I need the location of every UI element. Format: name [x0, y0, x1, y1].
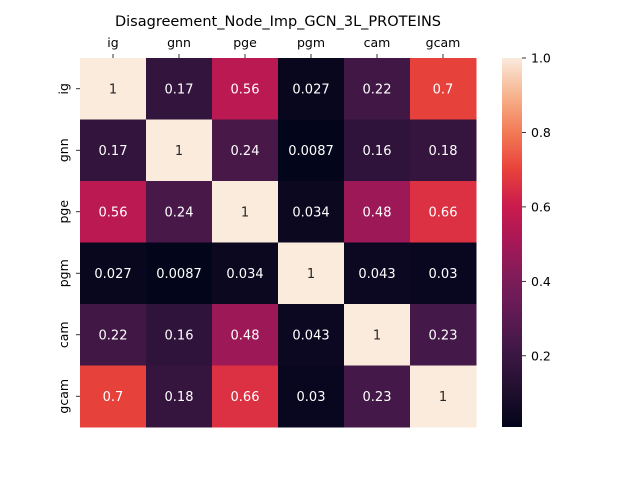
heatmap-cell-gnn-gnn: [146, 119, 213, 182]
heatmap-cell-pgm-pgm: [278, 242, 345, 305]
cell-annotation: 0.66: [231, 390, 260, 405]
chart-title: Disagreement_Node_Imp_GCN_3L_PROTEINS: [115, 14, 441, 30]
y-tick-label-ig: ig: [56, 83, 71, 94]
colorbar-gradient: [502, 58, 522, 427]
y-tick-label-gnn: gnn: [56, 138, 71, 162]
cell-annotation: 0.56: [99, 205, 128, 220]
x-tick-label-cam: cam: [364, 35, 391, 50]
cell-annotation: 0.66: [429, 205, 458, 220]
colorbar-tick-label: 0.8: [531, 125, 551, 140]
heatmap-cell-gcam-cam: [344, 365, 411, 428]
x-tick-label-gnn: gnn: [167, 35, 191, 50]
cell-annotation: 0.48: [231, 328, 260, 343]
cell-annotation: 0.23: [429, 328, 458, 343]
heatmap-cell-pgm-pge: [212, 242, 279, 305]
cell-annotation: 1: [175, 144, 183, 159]
colorbar: 0.2 0.4 0.6 0.8 1.0: [502, 51, 551, 427]
heatmap-cell-pge-ig: [80, 181, 147, 243]
cell-annotation: 0.027: [292, 82, 329, 97]
cell-annotation: 0.034: [292, 205, 329, 220]
heatmap-cell-ig-pge: [212, 58, 279, 120]
cell-annotation: 0.027: [94, 267, 131, 282]
heatmap-cell-cam-gnn: [146, 304, 213, 366]
x-axis-ticks: ig gnn pge pgm cam gcam: [107, 35, 460, 58]
colorbar-tick-label: 0.2: [531, 348, 551, 363]
heatmap-cell-ig-gnn: [146, 58, 213, 120]
y-tick-label-gcam: gcam: [56, 379, 71, 414]
heatmap-cell-pge-gcam: [410, 181, 477, 243]
heatmap-cell-cam-gcam: [410, 304, 477, 366]
heatmap-cell-cam-cam: [344, 304, 411, 366]
cell-annotation: 0.034: [226, 267, 263, 282]
x-tick-label-gcam: gcam: [426, 35, 461, 50]
cell-annotation: 0.18: [429, 144, 458, 159]
heatmap-cell-cam-pgm: [278, 304, 345, 366]
cell-annotation: 1: [241, 205, 249, 220]
cell-annotation: 0.7: [103, 390, 124, 405]
cell-annotation: 1: [109, 82, 117, 97]
cell-annotation: 1: [439, 390, 447, 405]
heatmap-cell-gcam-gnn: [146, 365, 213, 428]
y-axis-ticks: ig gnn pge pgm cam gcam: [56, 83, 80, 414]
heatmap-cell-ig-ig: [80, 58, 147, 120]
cell-annotation: 0.22: [99, 328, 128, 343]
cell-annotation: 0.0087: [288, 144, 334, 159]
heatmap-cells: 1 0.17 0.56 0.027 0.22 0.7 0.17 1 0.24 0.0087 0.16…: [80, 58, 477, 428]
heatmap-cell-pge-pgm: [278, 181, 345, 243]
y-tick-label-cam: cam: [56, 321, 71, 348]
colorbar-tick-label: 0.6: [531, 199, 551, 214]
cell-annotation: 1: [307, 267, 315, 282]
x-tick-label-pge: pge: [233, 35, 257, 50]
x-tick-label-pgm: pgm: [297, 35, 325, 50]
cell-annotation: 0.043: [292, 328, 329, 343]
heatmap-cell-gnn-pge: [212, 119, 279, 182]
heatmap-cell-gnn-gcam: [410, 119, 477, 182]
cell-annotation: 0.0087: [156, 267, 202, 282]
heatmap-cell-pgm-gcam: [410, 242, 477, 305]
heatmap-cell-pge-cam: [344, 181, 411, 243]
cell-annotation: 0.16: [165, 328, 194, 343]
cell-annotation: 0.24: [231, 144, 260, 159]
cell-annotation: 0.03: [297, 390, 326, 405]
heatmap-cell-ig-cam: [344, 58, 411, 120]
cell-annotation: 0.22: [363, 82, 392, 97]
heatmap-cell-pgm-gnn: [146, 242, 213, 305]
heatmap-cell-cam-ig: [80, 304, 147, 366]
cell-annotation: 0.23: [363, 390, 392, 405]
heatmap-cell-cam-pge: [212, 304, 279, 366]
heatmap-cell-pgm-cam: [344, 242, 411, 305]
cell-annotation: 0.03: [429, 267, 458, 282]
heatmap-cell-pge-gnn: [146, 181, 213, 243]
cell-annotation: 0.043: [358, 267, 395, 282]
heatmap-cell-gcam-gcam: [410, 365, 477, 428]
cell-annotation: 0.18: [165, 390, 194, 405]
heatmap-cell-pgm-ig: [80, 242, 147, 305]
y-tick-label-pgm: pgm: [56, 259, 71, 287]
heatmap-cell-gcam-pgm: [278, 365, 345, 428]
heatmap-cell-gnn-pgm: [278, 119, 345, 182]
heatmap-cell-gcam-ig: [80, 365, 147, 428]
cell-annotation: 0.24: [165, 205, 194, 220]
heatmap-cell-ig-gcam: [410, 58, 477, 120]
colorbar-tick-label: 0.4: [531, 274, 551, 289]
heatmap-cell-pge-pge: [212, 181, 279, 243]
x-tick-label-ig: ig: [107, 35, 118, 50]
y-tick-label-pge: pge: [56, 200, 71, 224]
heatmap-cell-gnn-ig: [80, 119, 147, 182]
cell-annotation: 0.16: [363, 144, 392, 159]
cell-annotation: 0.56: [231, 82, 260, 97]
heatmap-cell-ig-pgm: [278, 58, 345, 120]
cell-annotation: 0.17: [99, 144, 128, 159]
cell-annotation: 0.48: [363, 205, 392, 220]
cell-annotation: 0.17: [165, 82, 194, 97]
cell-annotation: 0.7: [433, 82, 454, 97]
colorbar-tick-label: 1.0: [531, 51, 551, 66]
heatmap-cell-gcam-pge: [212, 365, 279, 428]
cell-annotation: 1: [373, 328, 381, 343]
heatmap-cell-gnn-cam: [344, 119, 411, 182]
